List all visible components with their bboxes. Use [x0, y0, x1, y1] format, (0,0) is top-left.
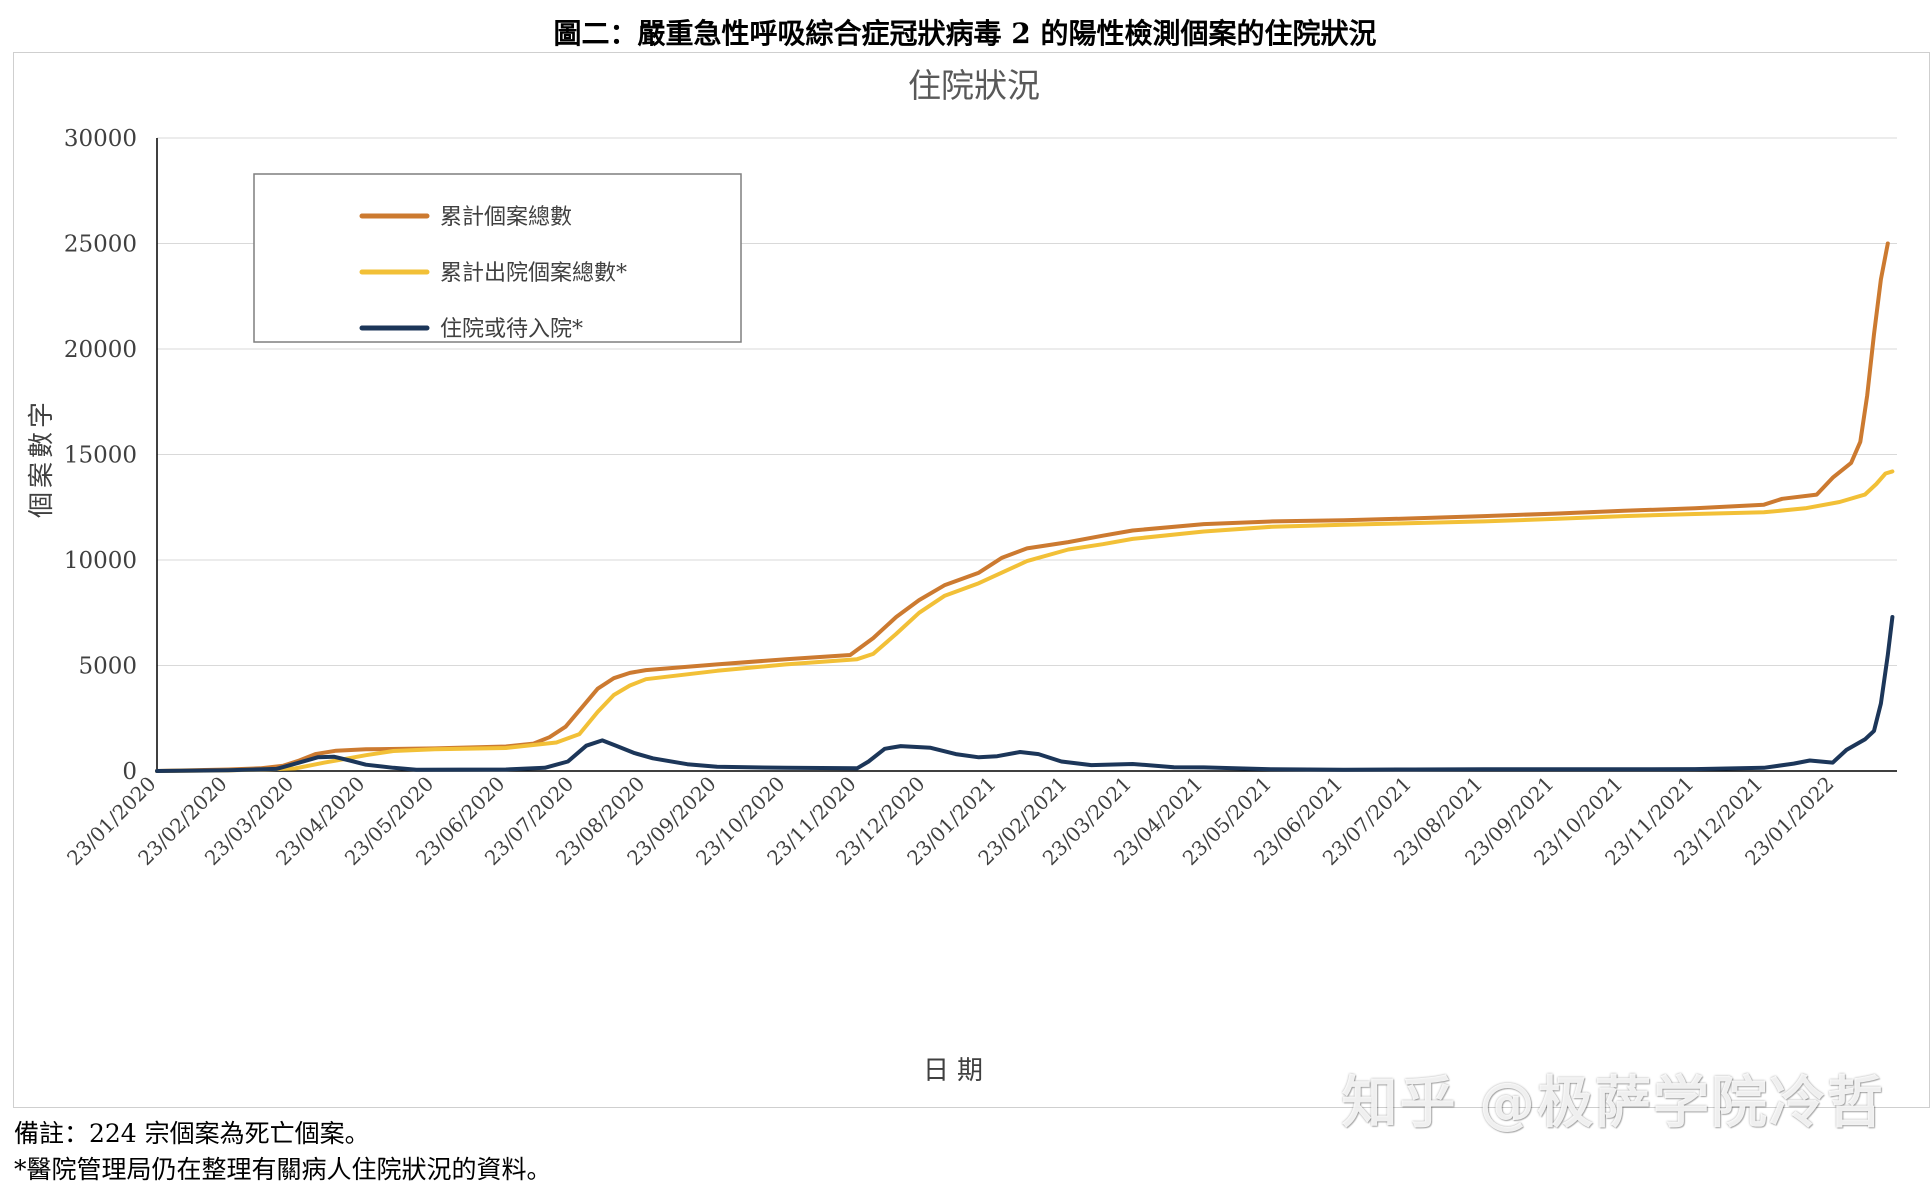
- x-tick-labels: 23/01/202023/02/202023/03/202023/04/2020…: [62, 772, 1839, 870]
- y-tick-label: 0: [122, 759, 137, 785]
- y-tick-label: 5000: [78, 654, 137, 680]
- figure-title: 圖二：嚴重急性呼吸綜合症冠狀病毒 2 的陽性檢測個案的住院狀況: [553, 17, 1377, 50]
- legend-box: [253, 173, 742, 343]
- x-axis-label: 日期: [923, 1056, 991, 1086]
- legend-label: 累計出院個案總數*: [440, 261, 627, 286]
- legend-label: 住院或待入院*: [440, 317, 583, 342]
- series-line-3: [155, 615, 1895, 773]
- watermark: 知乎 @极萨学院冷哲: [1341, 1071, 1885, 1136]
- legend-label: 累計個案總數: [440, 205, 572, 230]
- y-tick-label: 25000: [64, 232, 137, 258]
- y-tick-label: 15000: [64, 443, 137, 469]
- y-tick-labels: 0 5000 10000 15000 20000 25000 30000: [64, 126, 137, 785]
- y-tick-label: 30000: [64, 126, 137, 152]
- series-line-2: [155, 469, 1895, 773]
- y-axis-label: 個案數字: [27, 398, 57, 518]
- chart-frame: 住院狀況 0 5000 10000 15000 20000 25000 30000 23/0…: [13, 52, 1930, 1108]
- y-tick-label: 10000: [64, 548, 137, 574]
- note-deaths: 備註：224 宗個案為死亡個案。: [14, 1119, 370, 1148]
- y-tick-label: 20000: [64, 337, 137, 363]
- series-lines: [155, 241, 1895, 773]
- note-hospital-authority: *醫院管理局仍在整理有關病人住院狀況的資料。: [14, 1155, 552, 1184]
- line-chart: 住院狀況 0 5000 10000 15000 20000 25000 30000 23/0…: [27, 66, 1897, 1086]
- chart-title: 住院狀況: [908, 66, 1040, 105]
